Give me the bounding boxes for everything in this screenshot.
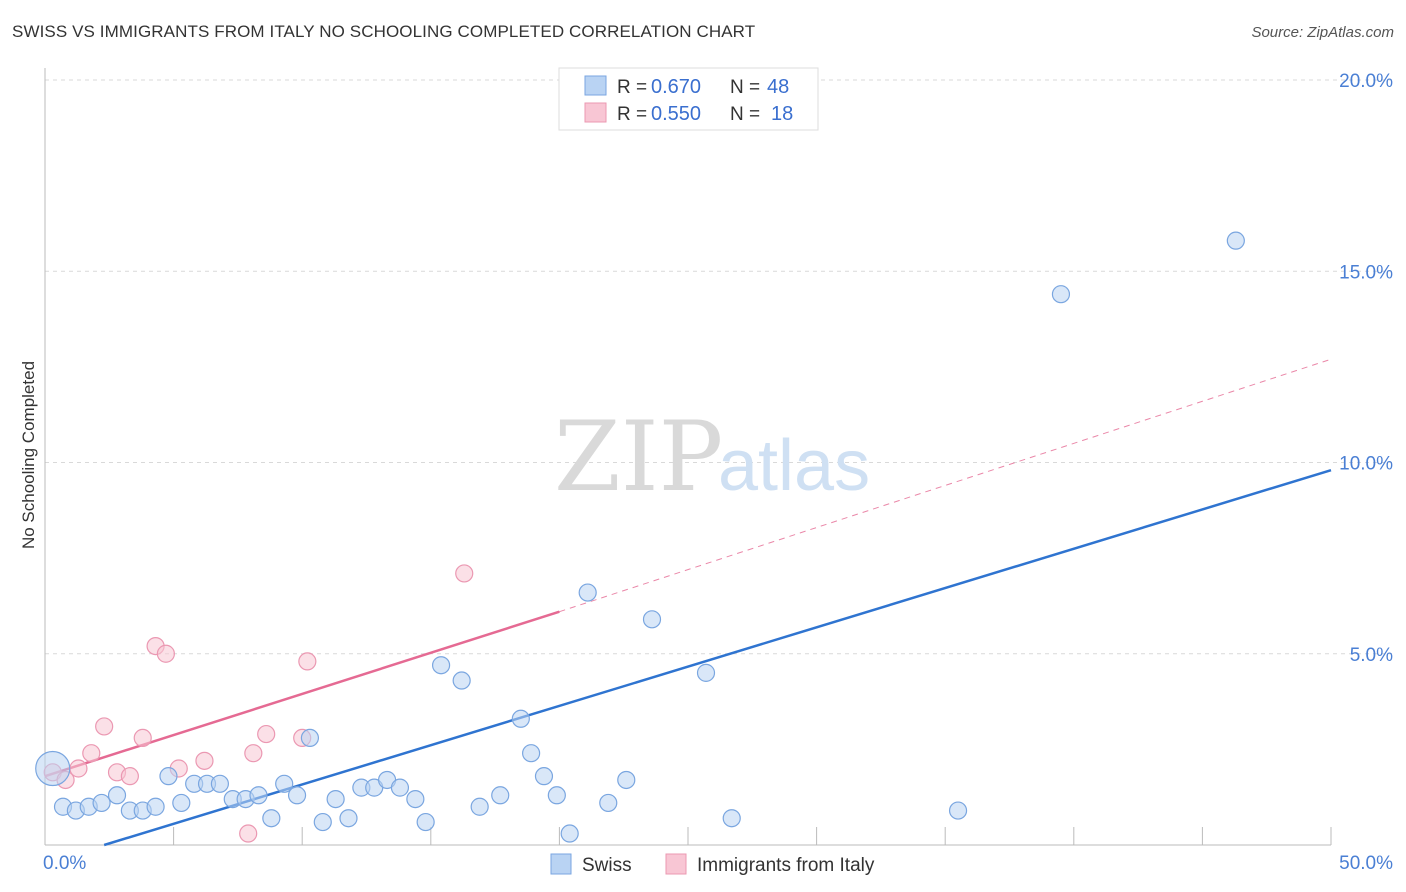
legend-swiss-n-label: N = <box>730 77 760 98</box>
point-swiss <box>642 610 662 629</box>
point-swiss <box>522 744 541 763</box>
legend-swiss-r-value: 0.670 <box>651 76 701 98</box>
watermark-atlas: atlas <box>718 426 870 506</box>
point-swiss <box>470 797 489 816</box>
point-swiss <box>599 793 618 813</box>
point-italy <box>120 767 139 786</box>
point-swiss <box>560 824 579 843</box>
point-italy <box>82 744 101 763</box>
point-swiss <box>431 656 451 675</box>
point-italy <box>195 751 214 770</box>
legend-swiss-r-label: R = <box>617 77 647 98</box>
trendline-italy-extension <box>559 358 1332 613</box>
series-legend-swatch-italy <box>665 853 687 875</box>
point-swiss <box>452 671 471 690</box>
point-swiss <box>92 793 111 813</box>
point-italy <box>95 717 114 736</box>
point-swiss <box>617 770 636 790</box>
stats-legend: R = 0.670 N = 48 R = 0.550 N = 18 <box>558 67 819 131</box>
legend-italy-r-label: R = <box>617 104 647 125</box>
point-swiss <box>406 789 425 809</box>
point-swiss <box>300 728 320 748</box>
point-swiss <box>339 809 358 828</box>
legend-italy-r-value: 0.550 <box>651 103 701 125</box>
legend-swatch-italy <box>584 102 607 123</box>
point-swiss <box>249 786 268 805</box>
trendline-italy <box>44 610 560 778</box>
point-swiss <box>1226 231 1245 250</box>
point-swiss <box>534 767 554 786</box>
point-swiss <box>146 797 165 816</box>
point-swiss <box>275 774 294 793</box>
point-swiss <box>722 809 741 828</box>
series-legend: Swiss Immigrants from Italy <box>550 853 875 876</box>
point-swiss <box>287 786 307 805</box>
point-swiss <box>326 789 345 809</box>
point-swiss <box>262 809 281 828</box>
series-legend-label-italy: Immigrants from Italy <box>697 855 875 876</box>
point-italy <box>133 728 152 748</box>
point-italy <box>156 644 175 663</box>
trendline-swiss <box>103 468 1332 847</box>
y-axis-label: No Schooling Completed <box>19 361 38 549</box>
point-italy <box>257 724 276 744</box>
axes <box>44 68 1332 846</box>
point-swiss <box>1051 285 1071 304</box>
x-tick-labels: 0.0% 50.0% <box>43 853 1393 874</box>
point-italy <box>455 564 474 583</box>
point-swiss <box>313 812 332 832</box>
point-swiss <box>547 786 566 805</box>
x-tick-label-min: 0.0% <box>43 853 86 874</box>
y-tick-label: 20.0% <box>1339 71 1393 92</box>
legend-swiss-n-value: 48 <box>767 76 789 98</box>
point-swiss <box>210 774 229 793</box>
legend-italy-n-label: N = <box>730 104 760 125</box>
grid-lines <box>45 79 1392 655</box>
y-tick-label: 15.0% <box>1339 262 1393 283</box>
y-tick-label: 5.0% <box>1350 645 1393 666</box>
y-tick-label: 10.0% <box>1339 454 1393 475</box>
point-swiss <box>578 583 597 602</box>
legend-italy-n-value: 18 <box>771 103 793 125</box>
point-italy <box>69 759 88 778</box>
point-swiss <box>35 750 71 787</box>
point-swiss <box>491 786 510 805</box>
trend-lines <box>44 358 1332 847</box>
point-swiss <box>696 663 716 682</box>
legend-swatch-swiss <box>584 75 607 96</box>
point-italy <box>239 824 258 843</box>
chart-title: SWISS VS IMMIGRANTS FROM ITALY NO SCHOOL… <box>12 22 756 41</box>
data-points <box>35 231 1245 843</box>
point-swiss <box>511 709 530 728</box>
point-swiss <box>416 812 435 832</box>
point-swiss <box>172 793 191 813</box>
source-label: Source: ZipAtlas.com <box>1251 24 1394 41</box>
point-italy <box>244 744 263 763</box>
point-swiss <box>390 778 410 797</box>
point-swiss <box>107 786 127 805</box>
point-swiss <box>159 767 178 786</box>
point-swiss <box>948 801 968 820</box>
point-italy <box>298 652 317 671</box>
watermark-zip: ZIP <box>554 401 723 513</box>
x-tick-label-max: 50.0% <box>1339 853 1393 874</box>
y-tick-labels: 5.0% 10.0% 15.0% 20.0% <box>1339 71 1393 666</box>
series-legend-label-swiss: Swiss <box>582 855 632 876</box>
series-legend-swatch-swiss <box>550 853 572 875</box>
